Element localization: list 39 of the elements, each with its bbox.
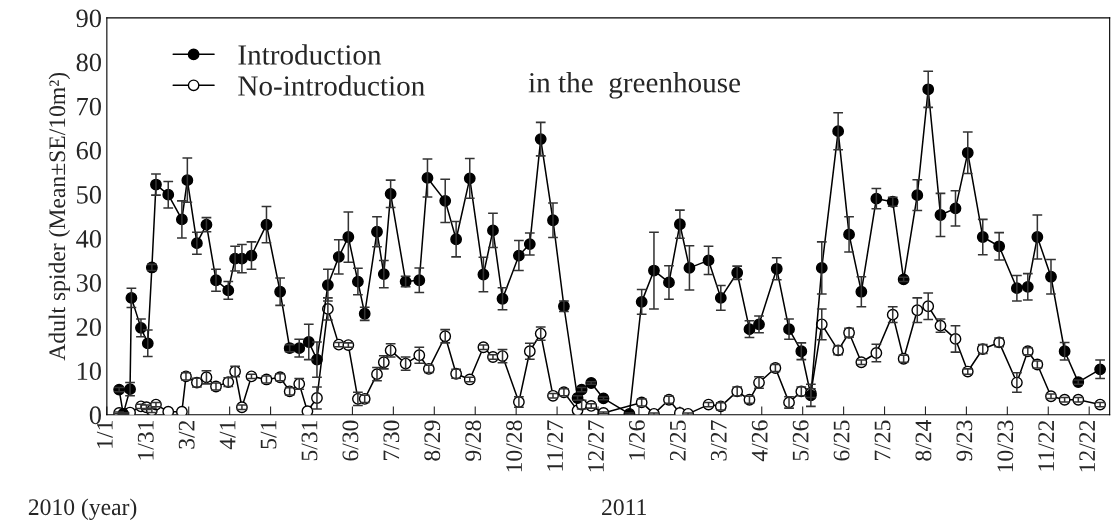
x-tick-label: 10/28 <box>506 420 523 472</box>
x-tick-label: 7/30 <box>383 420 400 461</box>
y-tick-label: 20 <box>76 318 101 336</box>
text: 2010 (year) <box>28 498 137 520</box>
y-tick-label: 50 <box>77 185 101 204</box>
x-tick-label: 2/25 <box>669 420 686 461</box>
x-tick-label: 5/31 <box>301 421 318 461</box>
x-tick-label: 12/27 <box>588 420 604 472</box>
x-tick-label: 4/1 <box>219 421 236 450</box>
x-tick-label: 1/31 <box>137 421 154 460</box>
x-tick-label: 5/26 <box>792 420 809 461</box>
x-tick-label: 12/22 <box>1079 420 1096 472</box>
y-tick-label: 30 <box>76 274 101 292</box>
annotation: in the greenhouse <box>528 72 741 99</box>
x-tick-label: 10/23 <box>997 420 1014 472</box>
y-tick-label: 80 <box>76 53 101 72</box>
x-tick-label: 6/25 <box>833 420 850 461</box>
x-tick-label: 9/23 <box>956 420 973 461</box>
legend-label: No-introduction <box>238 75 425 96</box>
y-axis-title: Adult spider (Mean±SE/10m²) <box>48 72 71 361</box>
y-tick-label: 60 <box>76 141 101 160</box>
x-tick-label: 11/27 <box>547 420 563 471</box>
x-tick-label: 3/2 <box>178 420 195 449</box>
x-tick-label: 5/1 <box>260 421 277 449</box>
x-tick-label: 8/24 <box>915 419 932 461</box>
x-tick-label: 3/27 <box>710 420 727 461</box>
y-tick-label: 90 <box>76 9 101 28</box>
x-tick-label: 11/22 <box>1038 420 1055 471</box>
x-tick-label: 6/30 <box>342 420 359 461</box>
x-tick-label: 4/26 <box>751 420 768 462</box>
y-tick-label: 40 <box>76 229 101 248</box>
y-tick-label: 70 <box>77 97 101 116</box>
x-tick-label: 7/25 <box>874 420 891 461</box>
x-tick-label: 8/29 <box>424 420 441 461</box>
legend-label: Introduction <box>238 44 382 65</box>
x-tick-label: 9/28 <box>465 420 482 461</box>
y-tick-label: 10 <box>77 362 101 381</box>
x-tick-label: 1/26 <box>629 420 645 460</box>
text: 2011 <box>602 499 646 516</box>
